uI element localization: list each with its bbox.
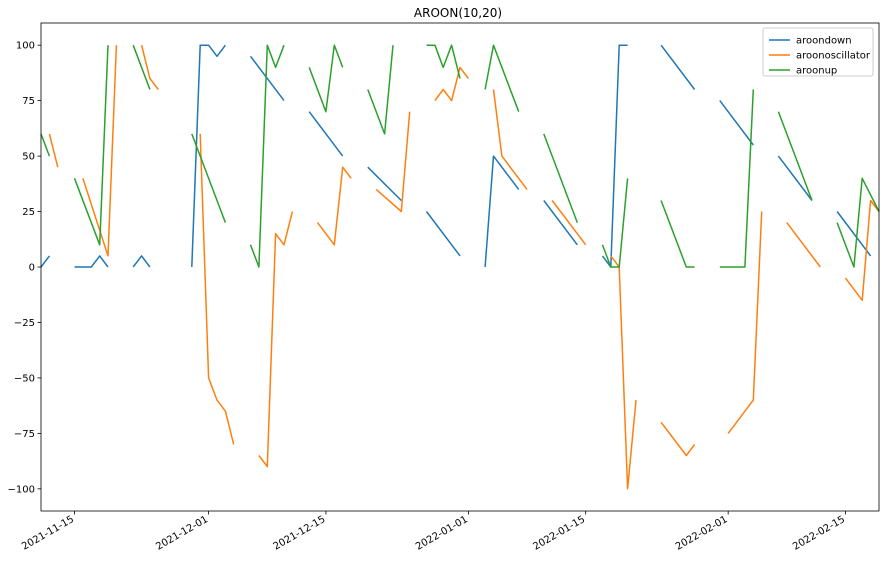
x-tick-label: 2022-02-01 bbox=[674, 514, 730, 553]
x-tick-label: 2022-01-15 bbox=[531, 514, 587, 553]
aroonoscillator-line-segment bbox=[660, 421, 696, 457]
legend-box bbox=[762, 27, 874, 77]
x-tick-label: 2021-12-15 bbox=[272, 514, 328, 553]
aroonoscillator-line-segment bbox=[140, 45, 159, 90]
x-tick-label: 2022-02-15 bbox=[791, 514, 847, 553]
aroonoscillator-line-segment bbox=[375, 111, 411, 213]
y-tick-label: 50 bbox=[22, 152, 35, 163]
aroonoscillator-line-segment bbox=[82, 45, 118, 257]
aroonup-line-segment bbox=[719, 89, 755, 268]
aroonoscillator-line-segment bbox=[492, 89, 528, 190]
aroondown-line-segment bbox=[74, 255, 109, 268]
y-tick-label: −50 bbox=[14, 373, 35, 384]
aroonup-line-segment bbox=[40, 133, 51, 157]
aroondown-line-segment bbox=[836, 211, 872, 257]
aroondown-line-segment bbox=[249, 55, 285, 102]
aroonup-line-segment bbox=[308, 44, 344, 113]
aroondown-line-segment bbox=[132, 255, 151, 268]
aroonoscillator-line-segment bbox=[844, 199, 880, 302]
aroondown-line-segment bbox=[40, 255, 50, 268]
aroonup-line-segment bbox=[543, 133, 579, 223]
y-tick-label: −75 bbox=[14, 429, 35, 440]
aroondown-line-segment bbox=[484, 155, 520, 268]
aroonoscillator-line-segment bbox=[316, 166, 352, 246]
series-aroondown bbox=[40, 44, 872, 268]
aroondown-line-segment bbox=[308, 111, 344, 157]
aroonup-line-segment bbox=[367, 45, 394, 135]
aroonoscillator-line-segment bbox=[727, 211, 763, 434]
series-aroonup bbox=[40, 44, 880, 268]
aroondown-line-segment bbox=[601, 44, 628, 268]
aroonup-line-segment bbox=[249, 44, 285, 268]
legend-label-aroonoscillator: aroonoscillator bbox=[796, 51, 871, 62]
aroonoscillator-line-segment bbox=[199, 133, 235, 445]
aroonoscillator-line-segment bbox=[610, 255, 637, 490]
y-tick-label: 75 bbox=[22, 96, 35, 107]
y-tick-label: 100 bbox=[16, 41, 35, 52]
y-tick-label: −25 bbox=[14, 318, 35, 329]
plot-frame bbox=[40, 22, 880, 512]
aroonup-line-segment bbox=[426, 44, 461, 79]
y-tick-label: −100 bbox=[8, 484, 35, 495]
x-tick-label: 2021-11-15 bbox=[20, 514, 76, 553]
y-tick-label: 0 bbox=[29, 263, 35, 274]
aroonup-line-segment bbox=[484, 44, 520, 112]
y-tick-label: 25 bbox=[22, 207, 35, 218]
x-tick-label: 2022-01-01 bbox=[414, 514, 470, 553]
aroonoscillator-line-segment bbox=[258, 211, 294, 468]
legend-label-aroonup: aroonup bbox=[796, 66, 837, 77]
aroondown-line-segment bbox=[777, 155, 813, 201]
series-aroonoscillator bbox=[48, 45, 880, 490]
aroondown-line-segment bbox=[543, 200, 578, 246]
aroonup-line-segment bbox=[777, 111, 813, 201]
aroonoscillator-line-segment bbox=[551, 200, 587, 246]
x-axis: 2021-11-15 2021-12-01 2021-12-15 2022-01-01… bbox=[20, 511, 847, 553]
chart-title: AROON(10,20) bbox=[414, 6, 502, 20]
aroonup-line-segment bbox=[132, 44, 151, 90]
aroondown-line-segment bbox=[191, 44, 226, 268]
aroonup-line-segment bbox=[601, 178, 629, 268]
aroonup-line-segment bbox=[73, 45, 109, 246]
aroondown-line-segment bbox=[719, 100, 754, 146]
aroondown-line-segment bbox=[367, 166, 402, 202]
y-axis: 100 75 50 25 0 −25 −50 −75 −100 bbox=[8, 41, 41, 495]
aroondown-line-segment bbox=[425, 211, 461, 257]
aroonoscillator-line-segment bbox=[786, 222, 821, 268]
aroonup-line-segment bbox=[836, 177, 880, 268]
aroonup-line-segment bbox=[191, 133, 227, 223]
aroonoscillator-line-segment bbox=[48, 133, 59, 168]
legend-label-aroondown: aroondown bbox=[796, 36, 852, 47]
aroonoscillator-line-segment bbox=[434, 66, 469, 102]
x-tick-label: 2021-12-01 bbox=[154, 514, 210, 553]
legend: aroondown aroonoscillator aroonup bbox=[762, 27, 874, 77]
series-layer bbox=[40, 44, 880, 490]
aroonup-line-segment bbox=[660, 200, 695, 268]
aroondown-line-segment bbox=[660, 44, 696, 90]
